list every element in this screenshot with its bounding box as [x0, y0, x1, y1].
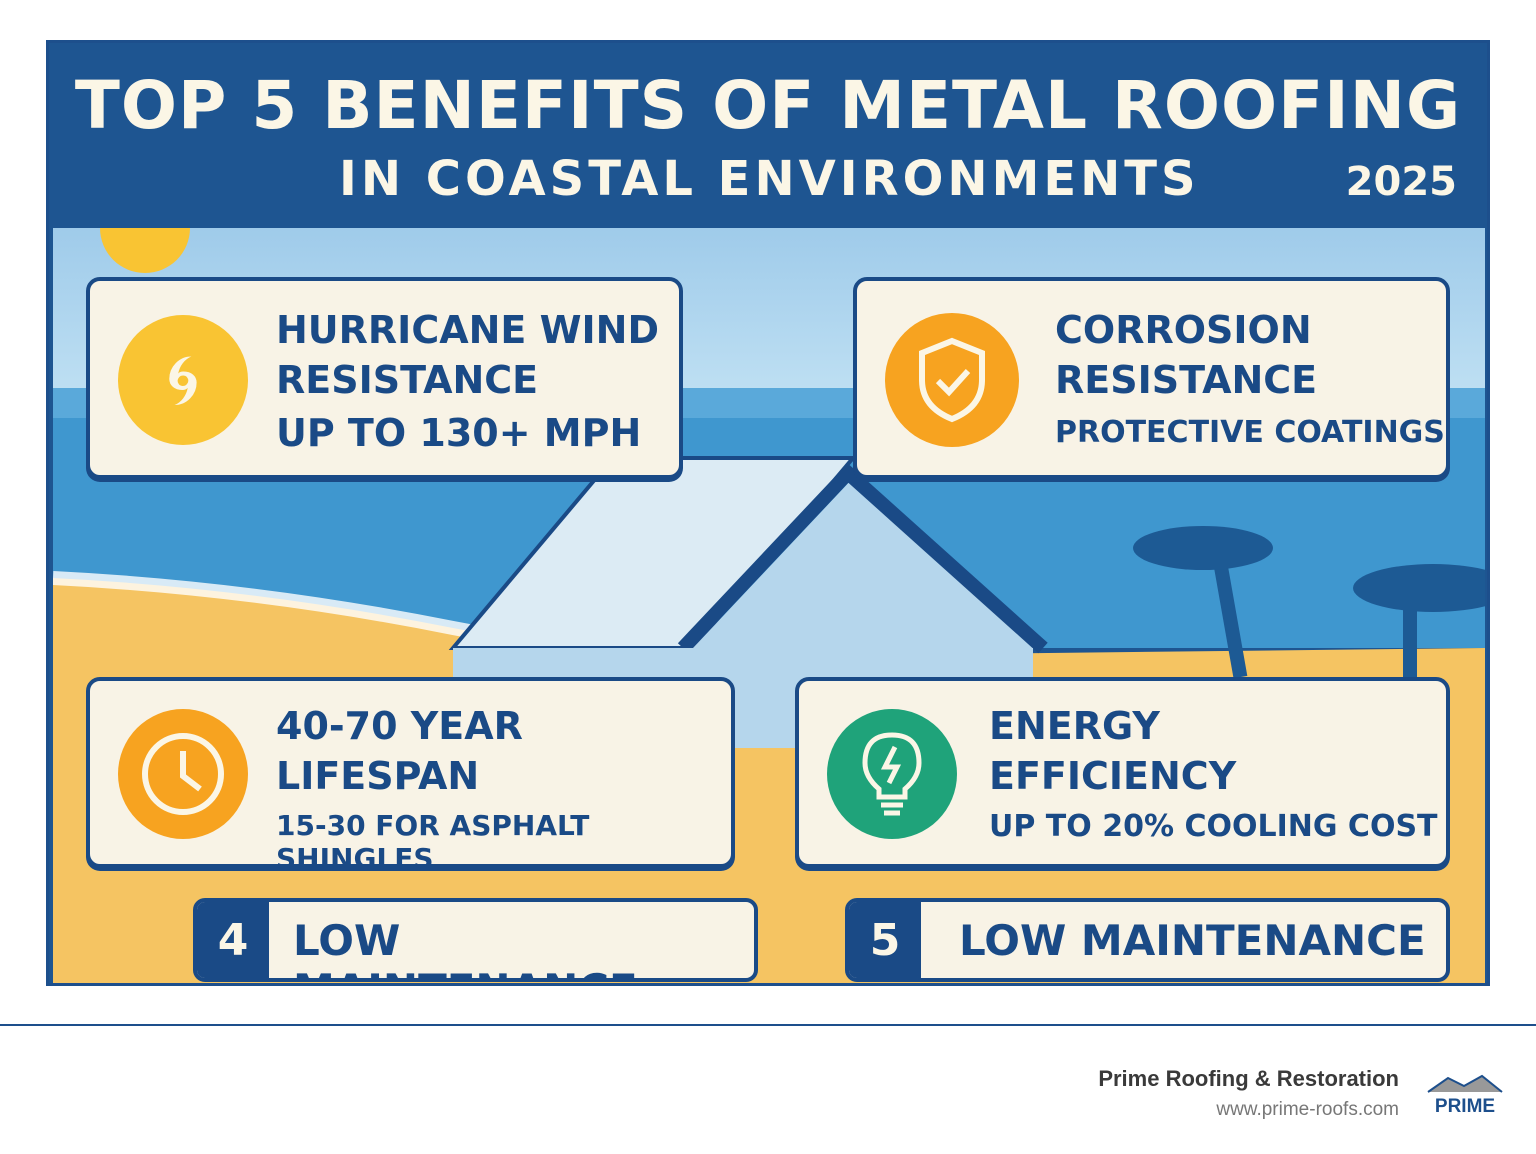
benefit-card-lifespan: 40-70 YEAR LIFESPAN 15-30 FOR ASPHALT SHI… — [86, 677, 735, 875]
logo-text: PRIME — [1434, 1096, 1496, 1117]
benefit-label: LOW MAINTENANCE — [959, 916, 1426, 965]
benefit-title: 40-70 YEAR — [276, 704, 523, 748]
website-link[interactable]: www.prime-roofs.com — [1216, 1099, 1399, 1120]
benefit-detail: 15-30 FOR ASPHALT SHINGLES — [276, 809, 590, 875]
benefit-title: ENERGY — [989, 704, 1160, 748]
roof-logo-icon — [1427, 1074, 1503, 1093]
benefit-label: LOW MAINTENANCE — [293, 916, 638, 978]
benefit-title: HURRICANE WIND — [276, 308, 660, 352]
hurricane-icon: 🌀︎ — [118, 315, 248, 445]
brand-name: Prime Roofing & Restoration — [1098, 1066, 1399, 1091]
benefit-bar-5: 5 LOW MAINTENANCE — [845, 898, 1450, 982]
benefit-number: 4 — [197, 902, 269, 978]
benefit-detail: UP TO 20% COOLING COST — [989, 809, 1438, 844]
subtitle: IN COASTAL ENVIRONMENTS — [339, 151, 1200, 207]
shield-check-icon — [885, 313, 1019, 447]
benefit-detail: PROTECTIVE COATINGS — [1055, 415, 1445, 450]
title: TOP 5 BENEFITS OF METAL ROOFING — [74, 67, 1462, 144]
benefit-card-energy: ENERGY EFFICIENCY UP TO 20% COOLING COST — [795, 677, 1450, 868]
benefit-title: CORROSION — [1055, 308, 1312, 352]
benefit-number: 5 — [849, 902, 921, 978]
benefit-title: RESISTANCE — [276, 358, 539, 402]
benefit-card-corrosion: CORROSION RESISTANCE PROTECTIVE COATINGS — [853, 277, 1450, 479]
benefit-card-wind: 🌀︎ HURRICANE WIND RESISTANCE UP TO 130+ M… — [86, 277, 683, 479]
prime-logo: PRIME — [1424, 1074, 1506, 1117]
header: TOP 5 BENEFITS OF METAL ROOFING IN COAST… — [49, 43, 1487, 228]
benefit-title: LIFESPAN — [276, 754, 480, 798]
benefit-title: RESISTANCE — [1055, 358, 1318, 402]
benefit-bar-4: 4 LOW MAINTENANCE — [193, 898, 758, 982]
lightbulb-icon — [827, 709, 957, 839]
year: 2025 — [1345, 159, 1457, 205]
benefit-detail: UP TO 130+ MPH — [276, 411, 642, 455]
clock-icon — [118, 709, 248, 839]
benefit-title: EFFICIENCY — [989, 754, 1237, 798]
palm-tree-icon — [1133, 526, 1485, 698]
footer-divider — [0, 1024, 1536, 1026]
sun-icon — [100, 228, 190, 273]
